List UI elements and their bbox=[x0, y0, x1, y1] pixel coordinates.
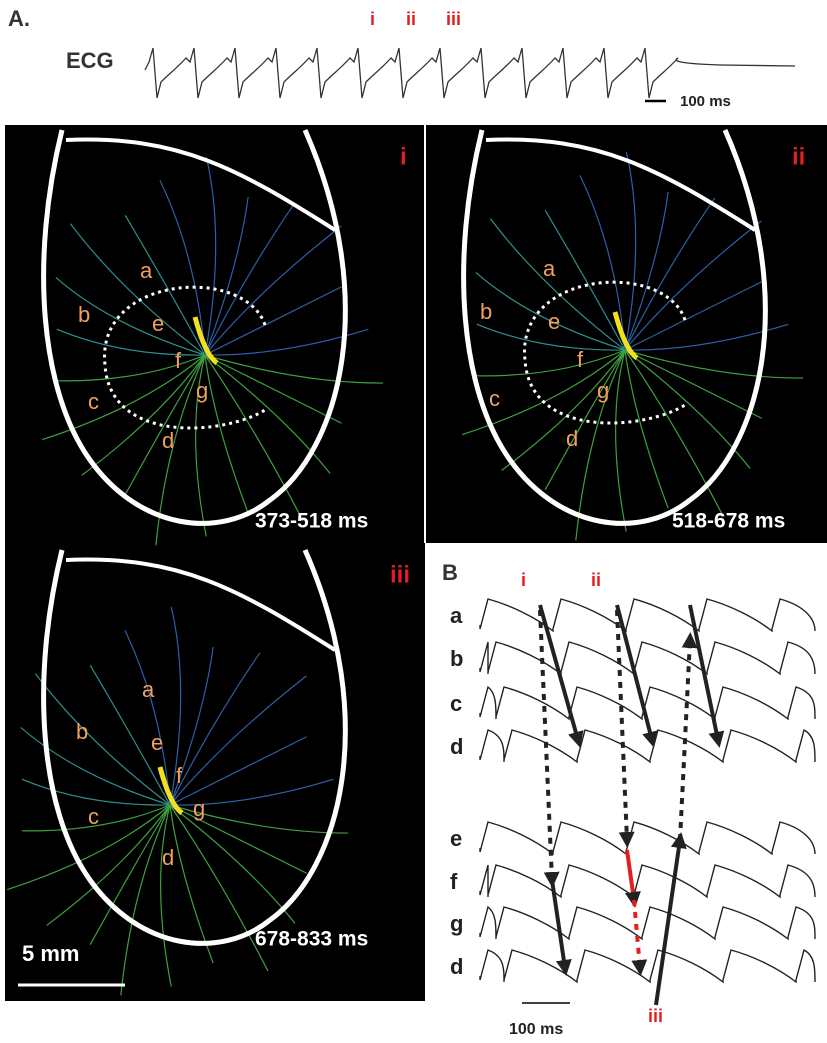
time-range: 373-518 ms bbox=[255, 510, 368, 533]
row-label: d bbox=[450, 954, 463, 979]
site-letter: e bbox=[152, 311, 164, 336]
trace bbox=[480, 865, 815, 897]
row-label: c bbox=[450, 691, 462, 716]
map-label: i bbox=[400, 143, 407, 170]
trace bbox=[480, 687, 815, 719]
trace bbox=[480, 642, 815, 674]
site-letter: e bbox=[151, 730, 163, 755]
map-label: ii bbox=[792, 143, 805, 170]
ecg-marker: i bbox=[370, 9, 375, 29]
trace bbox=[480, 907, 815, 939]
site-letter: f bbox=[176, 763, 183, 788]
row-label: f bbox=[450, 869, 458, 894]
map-label: iii bbox=[390, 561, 410, 588]
site-letter: c bbox=[88, 389, 99, 414]
site-letter: a bbox=[142, 677, 155, 702]
site-letter: e bbox=[548, 309, 560, 334]
trace bbox=[480, 730, 815, 762]
site-letter: d bbox=[566, 426, 578, 451]
row-label: g bbox=[450, 911, 463, 936]
arrow bbox=[680, 640, 690, 840]
b-marker: ii bbox=[591, 570, 601, 590]
site-letter: f bbox=[577, 347, 584, 372]
ecg-marker: iii bbox=[446, 9, 461, 29]
arrow bbox=[552, 880, 565, 968]
panel-label: B bbox=[442, 560, 458, 585]
site-letter: g bbox=[193, 796, 205, 821]
row-label: e bbox=[450, 826, 462, 851]
scale-label: 5 mm bbox=[22, 941, 79, 966]
time-range: 518-678 ms bbox=[672, 510, 785, 533]
site-letter: g bbox=[196, 378, 208, 403]
site-letter: c bbox=[88, 804, 99, 829]
trace bbox=[480, 822, 815, 854]
site-letter: d bbox=[162, 845, 174, 870]
scale-label: 100 ms bbox=[509, 1021, 563, 1038]
ecg-trace-group bbox=[145, 48, 795, 98]
ecg-trace bbox=[145, 48, 795, 98]
site-letter: g bbox=[597, 378, 609, 403]
arrow bbox=[690, 605, 718, 740]
site-letter: a bbox=[543, 256, 556, 281]
panel-label: A. bbox=[8, 6, 30, 31]
row-label: a bbox=[450, 603, 463, 628]
arrow bbox=[656, 840, 680, 1005]
ecg-label: ECG bbox=[66, 48, 114, 73]
trace bbox=[480, 599, 815, 631]
site-letter: d bbox=[162, 428, 174, 453]
row-label: b bbox=[450, 646, 463, 671]
site-letter: b bbox=[76, 719, 88, 744]
figure: A. i ii iii ECG 100 ms i373-518 msabcdef… bbox=[0, 0, 827, 1043]
trace bbox=[480, 950, 815, 982]
row-label: d bbox=[450, 734, 463, 759]
b-marker: i bbox=[521, 570, 526, 590]
scale-label: 100 ms bbox=[680, 93, 731, 110]
site-letter: b bbox=[480, 299, 492, 324]
time-range: 678-833 ms bbox=[255, 928, 368, 951]
site-letter: c bbox=[489, 386, 500, 411]
site-letter: f bbox=[175, 348, 182, 373]
b-marker: iii bbox=[648, 1006, 663, 1026]
ecg-marker: ii bbox=[406, 9, 416, 29]
site-letter: b bbox=[78, 302, 90, 327]
site-letter: a bbox=[140, 258, 153, 283]
